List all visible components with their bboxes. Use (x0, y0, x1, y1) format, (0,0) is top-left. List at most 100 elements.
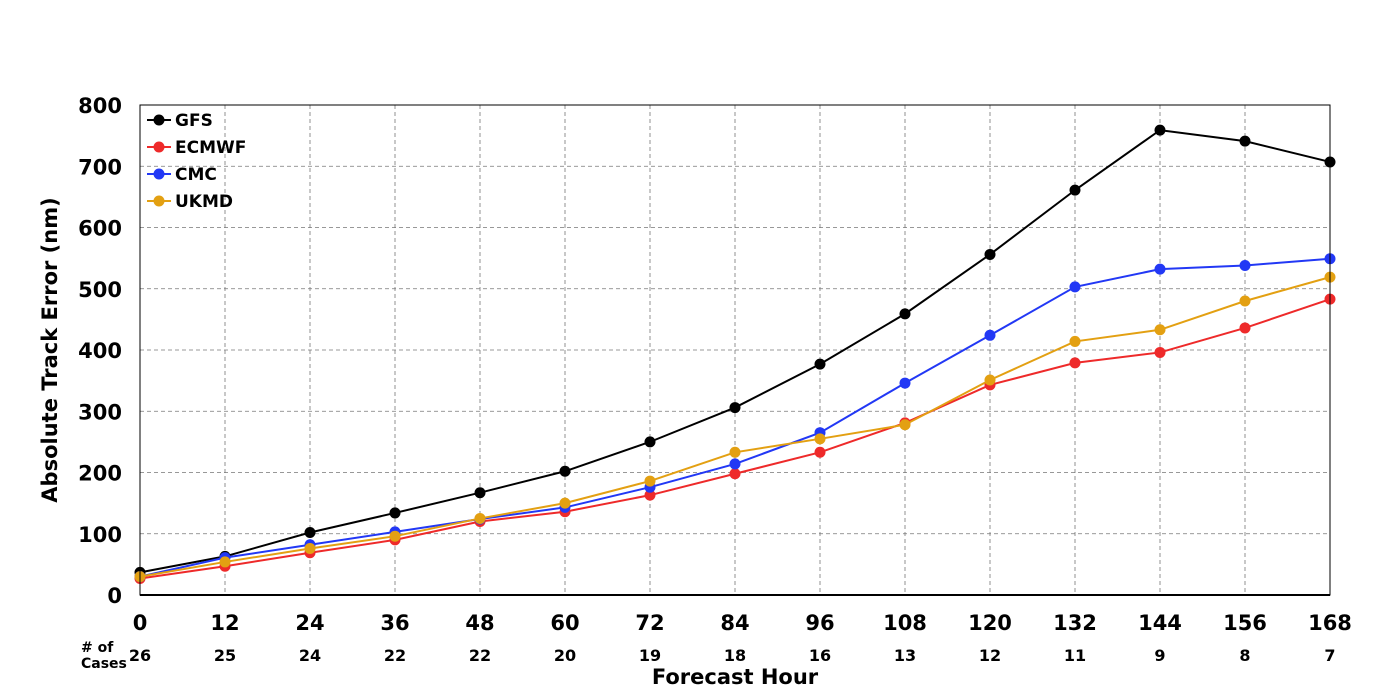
y-tick-labels: 0 100 200 300 400 500 600 700 800 (78, 94, 122, 608)
y-axis-label: Absolute Track Error (nm) (38, 197, 62, 502)
x-tick-label: 132 (1053, 611, 1097, 635)
data-point (899, 419, 911, 431)
y-tick-label: 0 (107, 584, 122, 608)
data-point (559, 497, 571, 509)
legend-label: GFS (175, 111, 213, 131)
case-count: 13 (894, 646, 916, 665)
legend-label: CMC (175, 165, 217, 185)
case-count: 8 (1239, 646, 1250, 665)
data-point (474, 487, 486, 499)
x-tick-label: 60 (550, 611, 579, 635)
x-tick-label: 96 (805, 611, 834, 635)
case-count: 20 (554, 646, 576, 665)
data-point (1154, 346, 1166, 358)
data-point (814, 358, 826, 370)
legend-marker (153, 168, 165, 180)
x-tick-label: 168 (1308, 611, 1352, 635)
x-tick-label: 84 (720, 611, 749, 635)
data-point (644, 475, 656, 487)
data-point (389, 507, 401, 519)
data-point (899, 308, 911, 320)
case-count: 24 (299, 646, 321, 665)
case-count: 7 (1324, 646, 1335, 665)
case-count: 18 (724, 646, 746, 665)
legend: GFS ECMWF CMC UKMD (147, 111, 246, 212)
x-tick-label: 48 (465, 611, 494, 635)
x-axis-label: Forecast Hour (652, 665, 819, 689)
data-point (1154, 124, 1166, 136)
y-tick-label: 500 (78, 278, 122, 302)
legend-item: ECMWF (147, 138, 246, 158)
case-count: 22 (469, 646, 491, 665)
data-point (644, 489, 656, 501)
x-tick-labels: 0 12 24 36 48 60 72 84 96 108 120 132 144 156 168 (133, 611, 1352, 635)
case-count: 12 (979, 646, 1001, 665)
data-point (1069, 184, 1081, 196)
data-point (729, 468, 741, 480)
case-count: 26 (129, 646, 151, 665)
legend-label: ECMWF (175, 138, 246, 158)
data-point (814, 446, 826, 458)
cases-row: 26 25 24 22 22 20 19 18 16 13 12 11 9 8 7 (129, 646, 1336, 665)
data-point (1154, 263, 1166, 275)
legend-marker (153, 195, 165, 207)
x-tick-label: 108 (883, 611, 927, 635)
data-point (644, 436, 656, 448)
x-tick-label: 120 (968, 611, 1012, 635)
data-point (304, 527, 316, 539)
y-tick-label: 400 (78, 339, 122, 363)
legend-label: UKMD (175, 192, 233, 212)
series-layer (134, 124, 1336, 584)
data-point (984, 248, 996, 260)
x-tick-label: 72 (635, 611, 664, 635)
case-count: 25 (214, 646, 236, 665)
data-point (1069, 281, 1081, 293)
legend-item: UKMD (147, 192, 233, 212)
data-point (1239, 322, 1251, 334)
cases-label: # of Cases (81, 640, 127, 672)
y-tick-label: 700 (78, 155, 122, 179)
data-point (729, 446, 741, 458)
data-point (1239, 135, 1251, 147)
data-point (729, 458, 741, 470)
data-point (219, 556, 231, 568)
x-tick-label: 0 (133, 611, 148, 635)
y-tick-label: 600 (78, 217, 122, 241)
y-tick-label: 200 (78, 462, 122, 486)
series-line (139, 298, 1331, 580)
legend-item: GFS (147, 111, 213, 131)
series-ukmd (134, 271, 1336, 583)
case-count: 9 (1154, 646, 1165, 665)
x-tick-label: 24 (295, 611, 324, 635)
x-tick-label: 156 (1223, 611, 1267, 635)
y-tick-label: 800 (78, 94, 122, 118)
data-point (1239, 295, 1251, 307)
data-point (1069, 335, 1081, 347)
x-tick-label: 36 (380, 611, 409, 635)
legend-marker (153, 141, 165, 153)
x-tick-label: 144 (1138, 611, 1182, 635)
data-point (1154, 324, 1166, 336)
data-point (899, 377, 911, 389)
legend-item: CMC (147, 165, 217, 185)
data-point (1069, 357, 1081, 369)
case-count: 19 (639, 646, 661, 665)
data-point (474, 512, 486, 524)
data-point (559, 465, 571, 477)
data-point (304, 542, 316, 554)
y-tick-label: 100 (78, 523, 122, 547)
data-point (729, 402, 741, 414)
case-count: 16 (809, 646, 831, 665)
y-tick-label: 300 (78, 400, 122, 424)
grid (140, 105, 1330, 595)
data-point (389, 530, 401, 542)
legend-marker (153, 114, 165, 126)
case-count: 22 (384, 646, 406, 665)
data-point (1239, 259, 1251, 271)
case-count: 11 (1064, 646, 1086, 665)
data-point (984, 374, 996, 386)
data-point (814, 433, 826, 445)
x-tick-label: 12 (210, 611, 239, 635)
data-point (984, 329, 996, 341)
